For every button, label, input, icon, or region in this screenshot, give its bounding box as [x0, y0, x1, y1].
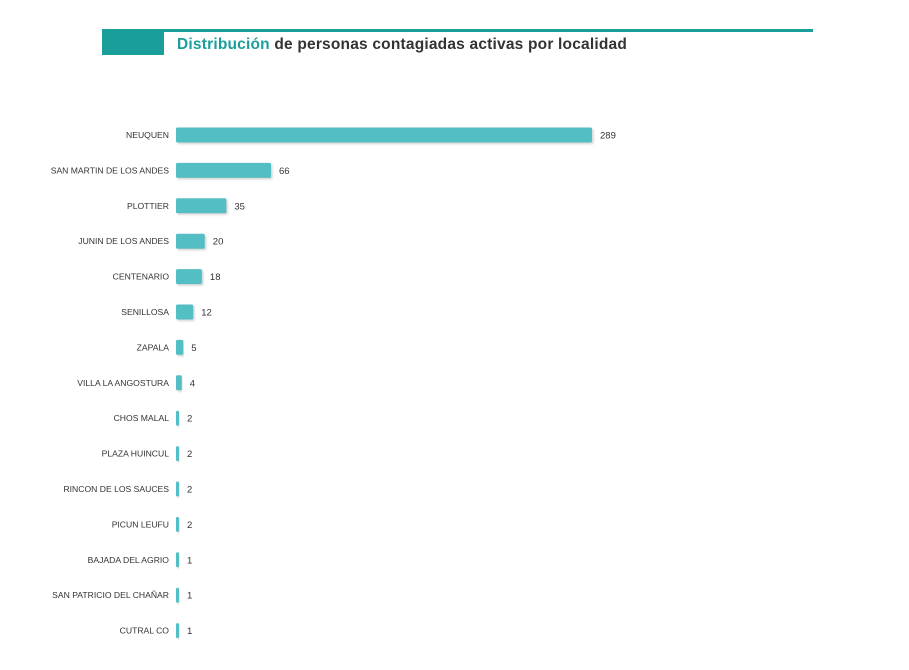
value-label: 2 [187, 485, 192, 496]
category-label: PICUN LEUFU [112, 519, 169, 529]
bar [176, 304, 194, 320]
value-label: 1 [187, 626, 192, 637]
chart-title: Distribución de personas contagiadas act… [177, 36, 627, 54]
value-label: 18 [210, 272, 221, 283]
chart-title-highlight: Distribución [177, 36, 270, 53]
category-label: CHOS MALAL [114, 413, 170, 423]
category-label: JUNIN DE LOS ANDES [78, 236, 169, 246]
chart-title-rest: de personas contagiadas activas por loca… [269, 36, 628, 53]
value-label: 1 [187, 555, 192, 566]
category-label: SAN PATRICIO DEL CHAÑAR [52, 590, 169, 600]
bar [176, 269, 202, 285]
bar [176, 446, 179, 462]
category-label: RINCON DE LOS SAUCES [63, 484, 169, 494]
value-label: 20 [213, 237, 224, 248]
category-label: CUTRAL CO [120, 626, 170, 636]
category-label: CENTENARIO [113, 272, 170, 282]
category-label: BAJADA DEL AGRIO [88, 555, 170, 565]
value-label: 35 [234, 201, 245, 212]
value-label: 289 [600, 131, 616, 142]
value-label: 2 [187, 414, 192, 425]
category-label: VILLA LA ANGOSTURA [77, 378, 169, 388]
category-label: SENILLOSA [121, 307, 169, 317]
bar [176, 410, 179, 426]
bar [176, 552, 179, 568]
bar [176, 233, 205, 249]
bar [176, 623, 179, 639]
bar [176, 375, 182, 391]
value-label: 2 [187, 449, 192, 460]
header-accent-block [102, 31, 164, 55]
bar [176, 339, 184, 355]
value-label: 4 [190, 378, 195, 389]
bar [176, 127, 592, 143]
value-label: 2 [187, 520, 192, 531]
bar [176, 481, 179, 497]
header-rule [102, 29, 813, 32]
value-label: 12 [201, 308, 212, 319]
category-label: SAN MARTIN DE LOS ANDES [51, 165, 170, 175]
bar [176, 162, 272, 178]
category-label: NEUQUEN [126, 130, 169, 140]
bar [176, 587, 179, 603]
bar [176, 198, 227, 214]
bar [176, 516, 179, 532]
category-label: PLOTTIER [127, 201, 169, 211]
value-label: 5 [191, 343, 196, 354]
category-label: ZAPALA [137, 342, 170, 352]
category-label: PLAZA HUINCUL [102, 449, 170, 459]
value-label: 1 [187, 591, 192, 602]
value-label: 66 [279, 166, 290, 177]
